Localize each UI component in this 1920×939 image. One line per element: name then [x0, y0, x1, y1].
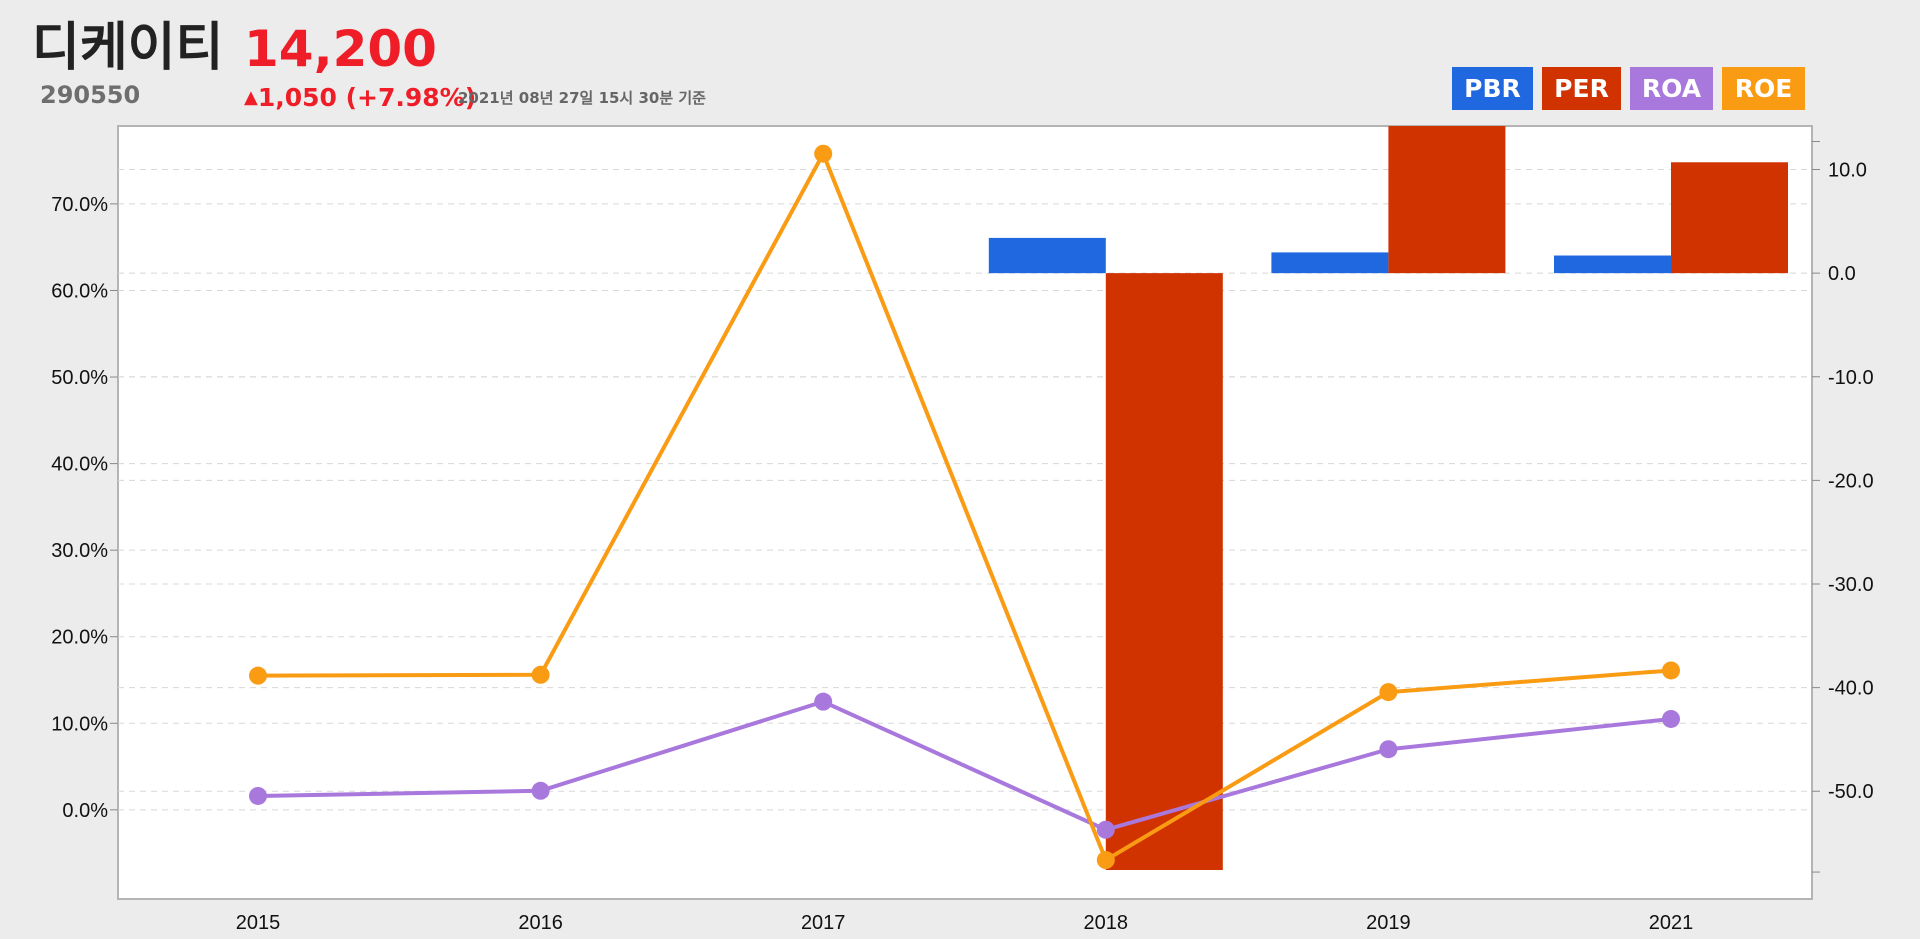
left-tick-label: 0.0%: [62, 800, 108, 822]
line-roa: [257, 699, 1672, 832]
left-tick-label: 40.0%: [51, 454, 108, 476]
gridlines: [118, 169, 1812, 811]
up-arrow-icon: ▲: [244, 87, 258, 108]
x-tick-label: 2021: [1649, 912, 1694, 934]
bar-pbr: [988, 237, 1106, 274]
right-tick-label: -30.0: [1828, 574, 1874, 596]
stock-code: 290550: [40, 81, 141, 109]
left-tick-label: 60.0%: [51, 280, 108, 302]
point-roe: [1379, 683, 1398, 702]
bar-per: [1105, 273, 1223, 870]
legend-roe[interactable]: ROE: [1722, 67, 1805, 110]
point-roe: [1096, 851, 1115, 870]
stock-name: 디케이티: [32, 18, 224, 78]
legend-roa[interactable]: ROA: [1630, 67, 1713, 110]
right-tick-label: -40.0: [1828, 678, 1874, 700]
bar-pbr: [1554, 255, 1671, 274]
right-tick-label: -50.0: [1828, 781, 1874, 803]
point-roa: [1379, 740, 1398, 759]
chart-legend: PBR PER ROA ROE: [1452, 67, 1805, 110]
point-roa: [1662, 709, 1680, 728]
point-roa: [249, 786, 267, 805]
bar-pbr: [1271, 252, 1389, 274]
legend-per[interactable]: PER: [1542, 67, 1621, 110]
left-tick-label: 70.0%: [51, 194, 108, 216]
point-roe: [1662, 661, 1680, 680]
stock-price: 14,200: [244, 20, 437, 78]
bar-per: [1388, 126, 1506, 274]
left-tick-label: 10.0%: [51, 713, 108, 735]
right-tick-label: 10.0: [1828, 160, 1867, 182]
bar-series: [988, 126, 1788, 870]
left-tick-label: 20.0%: [51, 627, 108, 649]
price-change-value: 1,050 (+7.98%): [257, 83, 477, 112]
x-tick-label: 2016: [518, 912, 563, 934]
right-tick-label: 0.0: [1828, 263, 1856, 285]
right-tick-label: -20.0: [1828, 470, 1874, 492]
x-tick-label: 2019: [1366, 912, 1411, 934]
x-tick-label: 2018: [1084, 912, 1129, 934]
line-series: [249, 144, 1680, 870]
stock-header: 디케이티 14,200 290550 ▲1,050 (+7.98%) 2021년…: [0, 0, 1920, 122]
point-roe: [531, 665, 550, 684]
left-tick-label: 30.0%: [51, 540, 108, 562]
point-roe: [249, 666, 267, 685]
right-tick-label: -10.0: [1828, 367, 1874, 389]
left-tick-label: 50.0%: [51, 367, 108, 389]
x-tick-label: 2015: [236, 912, 281, 934]
axes: 0.0% 10.0% 20.0% 30.0% 40.0% 50.0% 60.0% 70.0% -…: [51, 141, 1874, 934]
as-of-timestamp: 2021년 08년 27일 15시 30분 기준: [458, 89, 706, 107]
point-roa: [814, 692, 833, 711]
point-roa: [1096, 820, 1115, 839]
price-change: ▲1,050 (+7.98%): [244, 85, 476, 110]
bar-per: [1671, 162, 1788, 274]
legend-pbr[interactable]: PBR: [1452, 67, 1533, 110]
line-roe: [257, 151, 1672, 863]
x-tick-label: 2017: [801, 912, 846, 934]
point-roa: [531, 781, 550, 800]
point-roe: [814, 144, 833, 163]
